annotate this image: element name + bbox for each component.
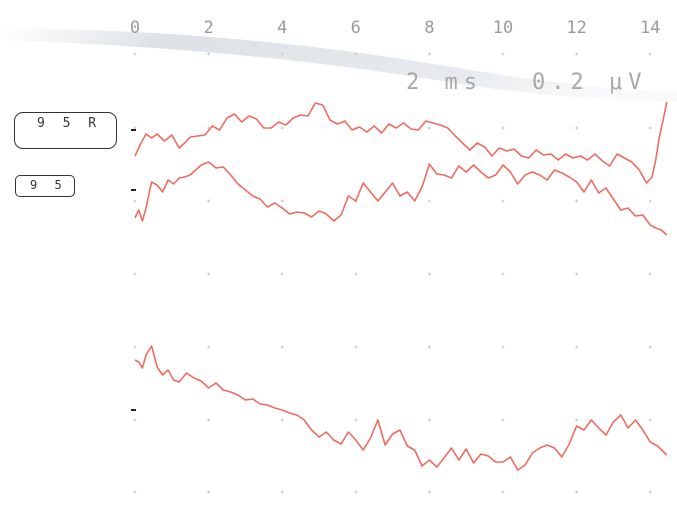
grid-dot [649,345,651,349]
grid-dot [208,418,210,422]
dotted-grid [133,52,652,494]
grid-dot [134,345,136,349]
grid-dot [428,345,430,349]
grid-dot [428,52,430,56]
x-tick-label: 2 [203,18,213,38]
grid-dot [649,199,651,203]
grid-dot [281,272,283,276]
grid-dot [502,490,504,494]
grid-dot [355,490,357,494]
grid-dot [134,199,136,203]
channel-label-95: 9 5 [15,175,75,197]
grid-dot [428,418,430,422]
grid-dot [502,126,504,130]
grid-dot [281,490,283,494]
x-tick-label: 0 [130,18,140,38]
grid-dot [502,272,504,276]
baseline-markers [131,129,136,411]
grid-dot [355,345,357,349]
grid-dot [134,272,136,276]
grid-dot [649,52,651,56]
grid-dot [428,272,430,276]
x-tick-label: 6 [351,18,361,38]
time-scale-label: 2 ms [406,70,483,95]
grid-dot [502,199,504,203]
grid-dot [428,199,430,203]
time-axis-ticks: 0 2 4 6 8 10 12 14 [130,18,661,38]
grid-dot [428,490,430,494]
grid-dot [649,272,651,276]
grid-dot [134,490,136,494]
grid-dot [649,126,651,130]
grid-dot [576,199,578,203]
grid-dot [428,126,430,130]
grid-dot [281,199,283,203]
baseline-marker [131,409,136,411]
grid-dot [576,126,578,130]
grid-dot [355,272,357,276]
grid-dot [649,418,651,422]
x-tick-label: 10 [493,18,513,38]
grid-dot [576,52,578,56]
grid-dot [576,272,578,276]
grid-dot [281,52,283,56]
channel-label-95r: 9 5 R [14,112,117,149]
grid-dot [355,52,357,56]
x-tick-label: 12 [566,18,586,38]
grid-dot [649,490,651,494]
grid-dot [208,126,210,130]
grid-dot [502,52,504,56]
baseline-marker [131,129,136,131]
grid-dot [208,52,210,56]
amplitude-scale-label: 0.2 μV [532,70,647,95]
grid-dot [281,418,283,422]
grid-dot [134,126,136,130]
grid-dot [281,345,283,349]
grid-dot [208,272,210,276]
grid-dot [576,345,578,349]
x-tick-label: 14 [640,18,660,38]
grid-dot [208,490,210,494]
grid-dot [355,418,357,422]
scan-smudge [0,28,677,102]
grid-dot [134,52,136,56]
grid-dot [281,126,283,130]
grid-dot [134,418,136,422]
grid-dot [576,490,578,494]
grid-dot [502,345,504,349]
traces [134,101,668,471]
trace-line-1 [134,101,668,184]
grid-dot [576,418,578,422]
trace-line-3 [134,345,668,471]
grid-dot [208,345,210,349]
trace-line-2 [134,161,668,236]
x-tick-label: 8 [424,18,434,38]
x-tick-label: 4 [277,18,287,38]
grid-dot [502,418,504,422]
baseline-marker [131,189,136,191]
grid-dot [208,199,210,203]
